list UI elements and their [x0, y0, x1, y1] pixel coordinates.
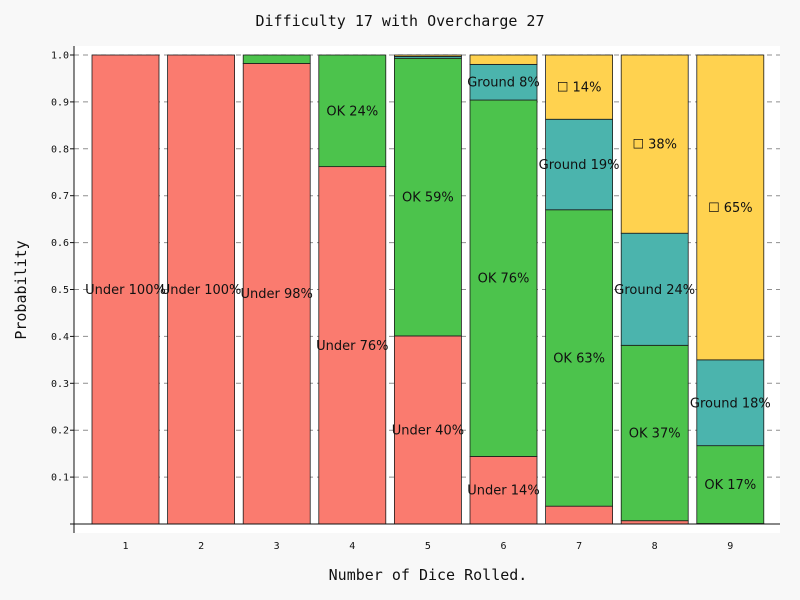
- segment-label: OK 17%: [704, 478, 756, 493]
- bar-segment-2: [545, 209, 613, 507]
- segment-label: Under 14%: [467, 484, 539, 499]
- y-tick-label: 0.2: [51, 426, 69, 437]
- y-tick-label: 0.5: [51, 285, 69, 296]
- y-tick-label: 0.6: [51, 238, 69, 249]
- segment-labels: Under 100%Under 100% Under 98%Under 76%OK…: [85, 76, 771, 499]
- chart-title: Difficulty 17 with Overcharge 27: [256, 12, 545, 30]
- y-ticks: 0.1 0.2 0.3 0.4 0.5 0.6 0.7 0.8 0.9 1.0: [51, 51, 74, 525]
- bar-segment-1: [91, 54, 160, 525]
- bar-segment-2: [393, 57, 462, 337]
- bar-segment-3: [469, 63, 538, 101]
- segment-label: Under 40%: [392, 423, 464, 438]
- bar-segment-2: [696, 445, 765, 524]
- segment-label: OK 37%: [629, 427, 681, 442]
- y-tick-label: 0.3: [51, 379, 69, 390]
- bar-segment-3: [620, 232, 689, 346]
- y-tick-label: 0.1: [51, 473, 69, 484]
- bars: [91, 54, 765, 525]
- segment-label: Under 76%: [316, 339, 388, 354]
- x-tick-label: 7: [576, 541, 582, 552]
- bar-segment-4: [469, 54, 538, 65]
- y-tick-label: 0.9: [51, 97, 69, 108]
- x-tick-label: 5: [425, 541, 431, 552]
- x-ticks: 1 2 3 4 5 6 7 8 9: [122, 541, 733, 552]
- y-axis-label: Probability: [12, 240, 30, 339]
- segment-label: Under 100%: [161, 283, 242, 298]
- bar-segment-1: [393, 335, 462, 525]
- bar-segment-1: [318, 166, 387, 525]
- segment-label: ☐ 14%: [557, 81, 602, 96]
- segment-label: OK 24%: [326, 104, 378, 119]
- bar-segment-1: [242, 63, 311, 525]
- segment-label: Ground 8%: [467, 76, 540, 91]
- x-tick-label: 4: [349, 541, 355, 552]
- segment-label: ☐ 38%: [632, 138, 677, 153]
- x-tick-label: 1: [122, 541, 128, 552]
- bar-segment-2: [242, 54, 311, 64]
- segment-label: OK 59%: [402, 191, 454, 206]
- bar-segment-4: [545, 54, 613, 120]
- bar-segment-2: [469, 99, 538, 457]
- segment-label: OK 76%: [478, 272, 530, 287]
- y-tick-label: 0.7: [51, 191, 69, 202]
- x-axis-label: Number of Dice Rolled.: [329, 566, 528, 584]
- segment-label: ☐ 65%: [708, 201, 753, 216]
- segment-label: Ground 24%: [614, 283, 695, 298]
- x-tick-label: 8: [652, 541, 658, 552]
- bar-segment-2: [318, 54, 387, 168]
- bar-segment-1: [545, 505, 613, 525]
- bar-segment-4: [620, 54, 689, 234]
- bar-segment-4: [696, 54, 765, 361]
- x-tick-label: 6: [500, 541, 506, 552]
- bar-segment-1: [167, 54, 236, 525]
- x-tick-label: 2: [198, 541, 204, 552]
- x-tick-label: 9: [727, 541, 733, 552]
- bar-segment-3: [696, 359, 765, 447]
- y-tick-label: 0.4: [51, 332, 69, 343]
- segment-label: Under 98%: [241, 287, 313, 302]
- segment-label: Ground 18%: [690, 396, 771, 411]
- bar-segment-1: [469, 456, 538, 525]
- segment-label: Under 100%: [85, 283, 166, 298]
- bar-segment-3: [545, 118, 613, 211]
- segment-label: Ground 19%: [539, 158, 620, 173]
- y-tick-label: 0.8: [51, 144, 69, 155]
- bar-segment-4: [393, 54, 462, 57]
- segment-label: OK 63%: [553, 351, 605, 366]
- bar-segment-2: [620, 344, 689, 522]
- y-tick-label: 1.0: [51, 51, 69, 62]
- x-tick-label: 3: [274, 541, 280, 552]
